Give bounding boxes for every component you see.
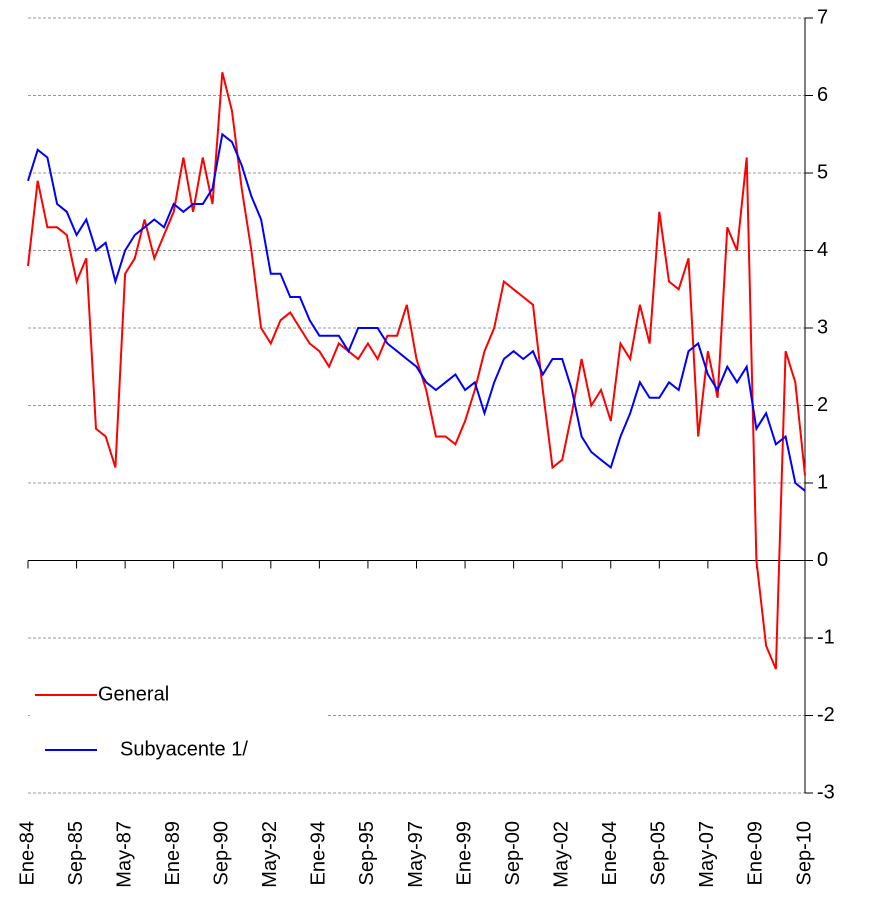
y-tick-label: 5 bbox=[817, 161, 828, 183]
y-tick-label: -3 bbox=[817, 781, 835, 803]
x-tick-label: Ene-94 bbox=[308, 821, 330, 886]
y-tick-label: 6 bbox=[817, 84, 828, 106]
y-tick-label: 3 bbox=[817, 316, 828, 338]
x-tick-label: Ene-84 bbox=[16, 821, 38, 886]
x-tick-label: Sep-10 bbox=[793, 821, 815, 886]
series-line bbox=[27, 72, 806, 670]
x-tick-label: May-92 bbox=[259, 821, 281, 888]
x-tick-label: May-07 bbox=[696, 821, 718, 888]
y-tick-label: 1 bbox=[817, 471, 828, 493]
legend-label: General bbox=[98, 683, 169, 705]
x-tick-label: Ene-89 bbox=[162, 821, 184, 886]
y-tick-label: 7 bbox=[817, 6, 828, 28]
series-line bbox=[27, 132, 806, 492]
x-tick-label: Ene-09 bbox=[745, 821, 767, 886]
x-tick-label: Sep-95 bbox=[356, 821, 378, 886]
x-tick-label: May-87 bbox=[113, 821, 135, 888]
y-tick-label: 4 bbox=[817, 239, 828, 261]
x-tick-label: Sep-85 bbox=[65, 821, 87, 886]
x-tick-label: Sep-90 bbox=[211, 821, 233, 886]
x-tick-label: Ene-04 bbox=[599, 821, 621, 886]
x-tick-label: May-02 bbox=[550, 821, 572, 888]
y-tick-label: -2 bbox=[817, 704, 835, 726]
y-tick-label: 0 bbox=[817, 549, 828, 571]
x-tick-label: Sep-00 bbox=[502, 821, 524, 886]
y-tick-label: -1 bbox=[817, 626, 835, 648]
legend-label: Subyacente 1/ bbox=[120, 738, 248, 760]
x-tick-label: Ene-99 bbox=[453, 821, 475, 886]
x-tick-label: May-97 bbox=[405, 821, 427, 888]
legend-box bbox=[30, 662, 326, 774]
y-tick-label: 2 bbox=[817, 394, 828, 416]
x-tick-label: Sep-05 bbox=[648, 821, 670, 886]
